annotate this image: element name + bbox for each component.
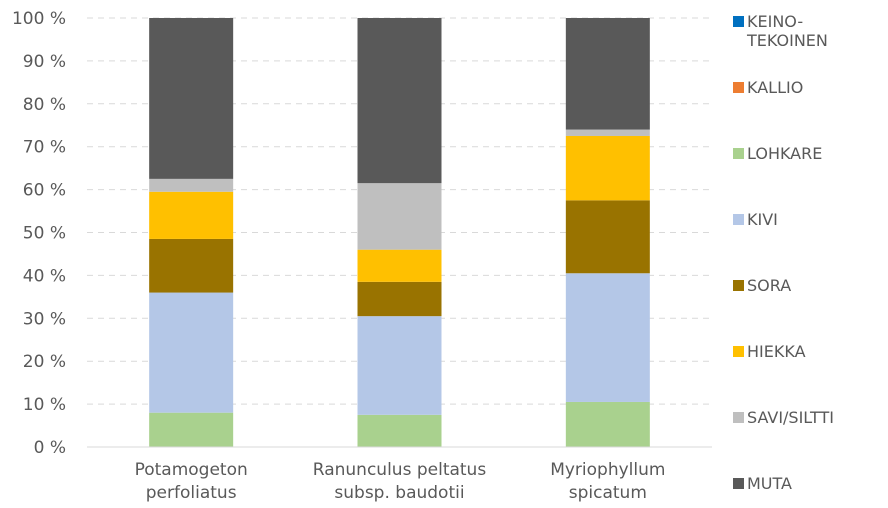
bar-segment (149, 191, 234, 239)
legend-label: LOHKARE (747, 144, 823, 163)
bar-segment (149, 238, 234, 293)
y-tick-label: 50 % (23, 224, 66, 244)
legend-item: HIEKKA (733, 342, 806, 361)
category-label: Potamogeton perfoliatus (135, 460, 248, 503)
legend-item: SAVI/SILTTI (733, 408, 834, 427)
legend-label: MUTA (747, 474, 792, 493)
legend-swatch (733, 280, 744, 291)
legend-item: KEINO- TEKOINEN (733, 12, 828, 50)
legend-item: SORA (733, 276, 791, 295)
legend-item: MUTA (733, 474, 792, 493)
bar-segment (149, 412, 234, 447)
bar-segment (565, 18, 650, 130)
bar-segment (357, 18, 442, 184)
legend-item: KALLIO (733, 78, 803, 97)
bar-segment (565, 200, 650, 274)
bar-segment (149, 292, 234, 413)
category-label: Myriophyllum spicatum (550, 460, 665, 503)
y-tick-label: 100 % (12, 9, 66, 29)
legend-label: SORA (747, 276, 792, 295)
category-label: Ranunculus peltatus subsp. baudotii (313, 460, 487, 503)
bar-segment (357, 249, 442, 282)
y-tick-label: 60 % (23, 181, 66, 201)
bar-segment (565, 273, 650, 402)
legend-label: KALLIO (747, 78, 804, 97)
legend-label: SAVI/SILTTI (747, 408, 834, 427)
bar-segment (357, 183, 442, 250)
bar-segment (565, 135, 650, 201)
category-labels: Potamogeton perfoliatus Ranunculus peltatu… (135, 460, 666, 503)
y-tick-label: 80 % (23, 95, 66, 115)
legend-label: HIEKKA (747, 342, 806, 361)
y-tick-label: 0 % (34, 438, 66, 458)
legend-swatch (733, 214, 744, 225)
bar-segment (149, 18, 234, 179)
y-tick-label: 70 % (23, 138, 66, 158)
y-axis-tick-labels: 0 % 10 % 20 % 30 % 40 % 50 % 60 % 70 % 80 % 90 % 1… (12, 9, 66, 458)
legend-label: KIVI (747, 210, 778, 229)
y-tick-label: 40 % (23, 266, 66, 286)
y-tick-label: 90 % (23, 52, 66, 72)
legend-swatch (733, 478, 744, 489)
legend-label: KEINO- TEKOINEN (747, 12, 828, 50)
legend-swatch (733, 82, 744, 93)
bars (149, 18, 650, 447)
bar-segment (565, 129, 650, 136)
bar-segment (357, 281, 442, 317)
legend: KEINO- TEKOINEN KALLIO LOHKARE KIVI SORA HIEK… (733, 0, 888, 508)
legend-swatch (733, 16, 744, 27)
legend-item: LOHKARE (733, 144, 822, 163)
bar-segment (565, 401, 650, 447)
legend-swatch (733, 412, 744, 423)
legend-swatch (733, 148, 744, 159)
y-tick-label: 10 % (23, 395, 66, 415)
legend-item: KIVI (733, 210, 778, 229)
bar-segment (357, 414, 442, 447)
bar-segment (149, 178, 234, 192)
bar-segment (357, 316, 442, 415)
legend-swatch (733, 346, 744, 357)
y-tick-label: 30 % (23, 309, 66, 329)
y-tick-label: 20 % (23, 352, 66, 372)
